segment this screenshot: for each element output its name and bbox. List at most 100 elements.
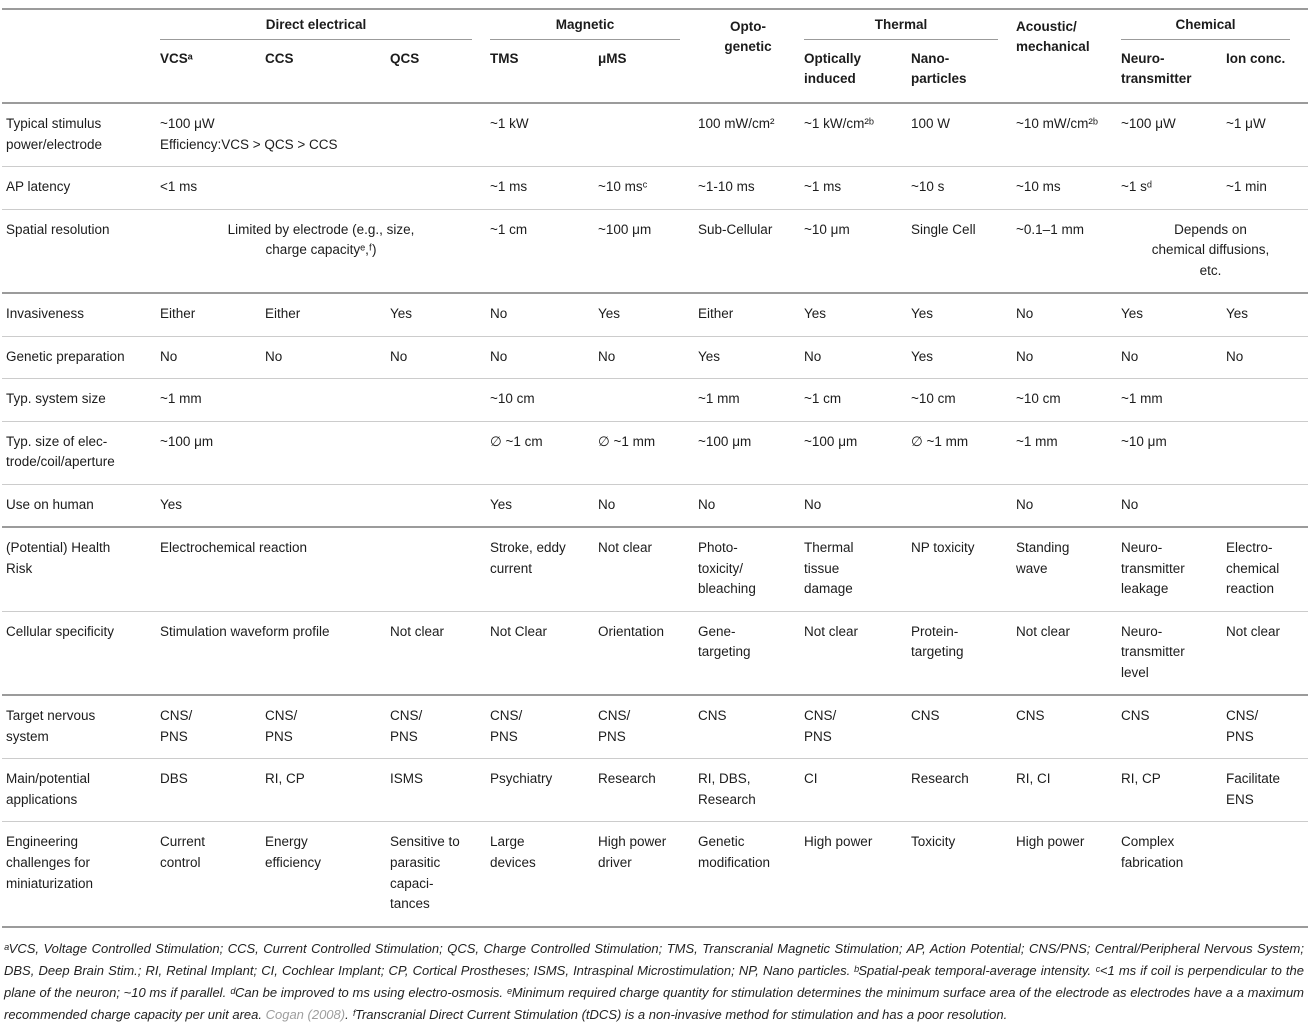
table-cell: Electro-chemical reaction xyxy=(1226,540,1280,597)
table-cell xyxy=(1226,421,1308,484)
table-cell: CNS/PNS xyxy=(598,708,631,744)
table-cell: Not clear xyxy=(804,623,859,639)
table-cell: ~1 mm xyxy=(1121,391,1163,407)
table-cell: CNS xyxy=(1121,708,1150,724)
table-cell: ~1 min xyxy=(1226,179,1267,195)
table-cell: Sensitive to parasitic capaci-tances xyxy=(390,834,460,912)
table-cell xyxy=(1226,379,1308,422)
table-cell: Facilitate ENS xyxy=(1226,771,1281,807)
table-cell: 100 mW/cm² xyxy=(698,116,775,132)
table-row: Spatial resolution Limited by electrode (… xyxy=(2,209,1308,294)
table-cell: Yes xyxy=(911,348,934,364)
table-cell: Energy efficiency xyxy=(265,834,322,870)
table-cell: No xyxy=(490,306,508,322)
table-cell: High power driver xyxy=(598,834,667,870)
table-cell: CNS/PNS xyxy=(490,708,523,744)
table-cell: Not Clear xyxy=(490,623,548,639)
table-row: Typ. size of elec-trode/coil/aperture ~10… xyxy=(2,421,1308,485)
col-qcs: QCS xyxy=(390,51,420,66)
table-cell: No xyxy=(390,348,408,364)
table-cell: Stroke, eddy current xyxy=(490,540,566,576)
table-cell: ~100 μW xyxy=(1121,116,1176,132)
table-cell: ~100 μm xyxy=(160,433,214,449)
table-row: Cellular specificity Stimulation waveform… xyxy=(2,611,1308,696)
table-cell: Standing wave xyxy=(1016,540,1070,576)
table-cell: Current control xyxy=(160,834,206,870)
table-cell: Not clear xyxy=(1226,623,1281,639)
table-cell: Yes xyxy=(1121,306,1144,322)
table-cell: Yes xyxy=(598,306,621,322)
table-row: AP latency <1 ms ~1 ms ~10 msᶜ ~1-10 ms ~1 ms… xyxy=(2,167,1308,210)
group-chemical: Chemical xyxy=(1121,9,1308,40)
table-header: Direct electrical Magnetic Opto-genetic The… xyxy=(2,9,1308,104)
col-ccs: CCS xyxy=(265,51,294,66)
table-cell: Yes xyxy=(390,306,413,322)
table-row: Genetic preparation No No No No No Yes No Yes No N… xyxy=(2,336,1308,379)
table-cell: Research xyxy=(598,771,656,787)
col-tms: TMS xyxy=(490,51,519,66)
table-cell: Depends on chemical diffusions, etc. xyxy=(1151,221,1270,278)
table-cell: ∅ ~1 mm xyxy=(911,433,969,449)
table-cell: No xyxy=(1226,348,1244,364)
table-cell: Toxicity xyxy=(911,834,956,850)
row-label: Spatial resolution xyxy=(6,221,110,237)
table-cell: Neuro-transmitter level xyxy=(1121,623,1185,680)
table-cell: ~10 ms xyxy=(1016,179,1061,195)
col-vcs: VCSᵃ xyxy=(160,51,193,66)
table-cell: No xyxy=(490,348,508,364)
table-cell: Yes xyxy=(698,348,721,364)
group-magnetic: Magnetic xyxy=(490,9,698,40)
corner-cell xyxy=(2,9,160,103)
table-cell: ~1 ms xyxy=(490,179,528,195)
table-cell: ~10 cm xyxy=(1016,391,1061,407)
table-cell: No xyxy=(598,348,616,364)
row-label: Typ. size of elec-trode/coil/aperture xyxy=(6,433,115,470)
table-cell: DBS xyxy=(160,771,188,787)
table-cell: NP toxicity xyxy=(911,540,975,556)
stimulation-methods-table: Direct electrical Magnetic Opto-genetic The… xyxy=(2,8,1308,928)
table-cell: CNS/PNS xyxy=(160,708,193,744)
table-row: (Potential) Health Risk Electrochemical re… xyxy=(2,527,1308,612)
table-cell: Yes xyxy=(1226,306,1249,322)
table-cell: No xyxy=(1016,496,1034,512)
table-cell: Thermal tissue damage xyxy=(804,540,854,597)
table-cell: High power xyxy=(1016,834,1085,850)
table-cell: Either xyxy=(698,306,734,322)
table-cell: Limited by electrode (e.g., size, charge … xyxy=(227,221,415,258)
table-cell: Sub-Cellular xyxy=(698,221,773,237)
table-cell: CNS xyxy=(911,708,940,724)
table-cell: Either xyxy=(160,306,196,322)
table-cell: RI, CP xyxy=(265,771,305,787)
table-cell: ~1 mm xyxy=(160,391,202,407)
table-cell: ~1 sᵈ xyxy=(1121,179,1153,195)
col-ums: μMS xyxy=(598,51,627,66)
table-cell: ~100 μm xyxy=(598,221,652,237)
table-cell: ~1 ms xyxy=(804,179,842,195)
table-cell: RI, CP xyxy=(1121,771,1161,787)
table-cell: Not clear xyxy=(598,540,653,556)
table-cell: No xyxy=(1016,348,1034,364)
table-cell: Neuro-transmitter leakage xyxy=(1121,540,1185,597)
table-cell xyxy=(911,484,1016,527)
table-cell: <1 ms xyxy=(160,179,198,195)
row-label: Typ. system size xyxy=(6,391,106,407)
table-cell: RI, CI xyxy=(1016,771,1051,787)
table-cell: CNS/PNS xyxy=(390,708,423,744)
table-row: Typ. system size ~1 mm ~10 cm ~1 mm ~1 cm ~10… xyxy=(2,379,1308,422)
table-cell: ~10 μm xyxy=(1121,433,1167,449)
table-cell: ~10 cm xyxy=(490,391,535,407)
table-cell: 100 W xyxy=(911,116,951,132)
citation-link[interactable]: Cogan (2008) xyxy=(265,1006,346,1022)
table-cell: No xyxy=(1121,348,1139,364)
table-row: Typical stimulus power/electrode ~100 μW Ef… xyxy=(2,103,1308,167)
table-cell: ~100 μm xyxy=(698,433,752,449)
table-cell: ~10 mW/cm²ᵇ xyxy=(1016,116,1099,132)
table-cell: RI, DBS, Research xyxy=(698,771,756,807)
table-row: Main/potential applications DBS RI, CP ISMS P… xyxy=(2,759,1308,822)
row-label: Genetic preparation xyxy=(6,348,125,364)
table-cell: High power xyxy=(804,834,873,850)
table-cell: CNS/PNS xyxy=(265,708,298,744)
table-cell xyxy=(598,103,698,167)
table-cell: CI xyxy=(804,771,818,787)
